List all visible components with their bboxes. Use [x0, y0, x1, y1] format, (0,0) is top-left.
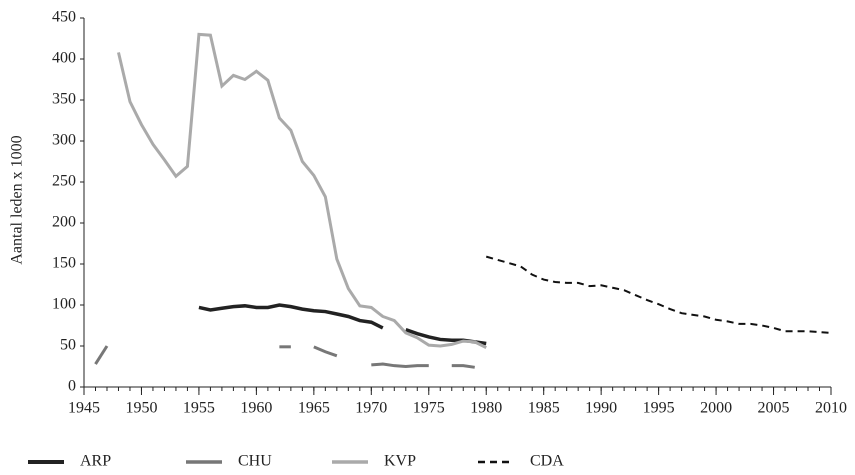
legend-label: CDA: [530, 453, 564, 470]
series-line: [451, 364, 475, 369]
y-axis-label: Aantal leden x 1000: [9, 135, 26, 264]
series-line: [313, 345, 338, 358]
series-line: [117, 32, 487, 349]
legend-label: ARP: [80, 453, 111, 470]
x-tick-label: 1945: [68, 400, 100, 417]
y-tick-label: 50: [60, 337, 76, 354]
x-tick-label: 2000: [700, 400, 732, 417]
x-tick-label: 1990: [585, 400, 617, 417]
y-tick-label: 450: [52, 9, 76, 26]
x-tick-label: 1970: [355, 400, 387, 417]
y-tick-label: 0: [68, 378, 76, 395]
x-tick-label: 1965: [298, 400, 330, 417]
y-tick-label: 250: [52, 173, 76, 190]
legend-label: KVP: [384, 453, 416, 470]
y-tick-label: 150: [52, 255, 76, 272]
series-line: [198, 303, 384, 330]
x-tick-label: 1975: [413, 400, 445, 417]
y-tick-label: 200: [52, 214, 76, 231]
series-line: [94, 345, 109, 365]
series-line: [485, 255, 832, 334]
y-tick-label: 300: [52, 132, 76, 149]
y-tick-label: 350: [52, 91, 76, 108]
x-tick-label: 1950: [125, 400, 157, 417]
y-tick-label: 400: [52, 50, 76, 67]
x-tick-label: 1960: [240, 400, 272, 417]
y-tick-label: 100: [52, 296, 76, 313]
x-tick-label: 2005: [758, 400, 790, 417]
x-tick-label: 1985: [528, 400, 560, 417]
x-tick-label: 1995: [643, 400, 675, 417]
series-line: [371, 362, 429, 369]
x-tick-label: 1955: [183, 400, 215, 417]
x-tick-label: 2010: [815, 400, 847, 417]
legend-label: CHU: [238, 453, 272, 470]
x-tick-label: 1980: [470, 400, 502, 417]
